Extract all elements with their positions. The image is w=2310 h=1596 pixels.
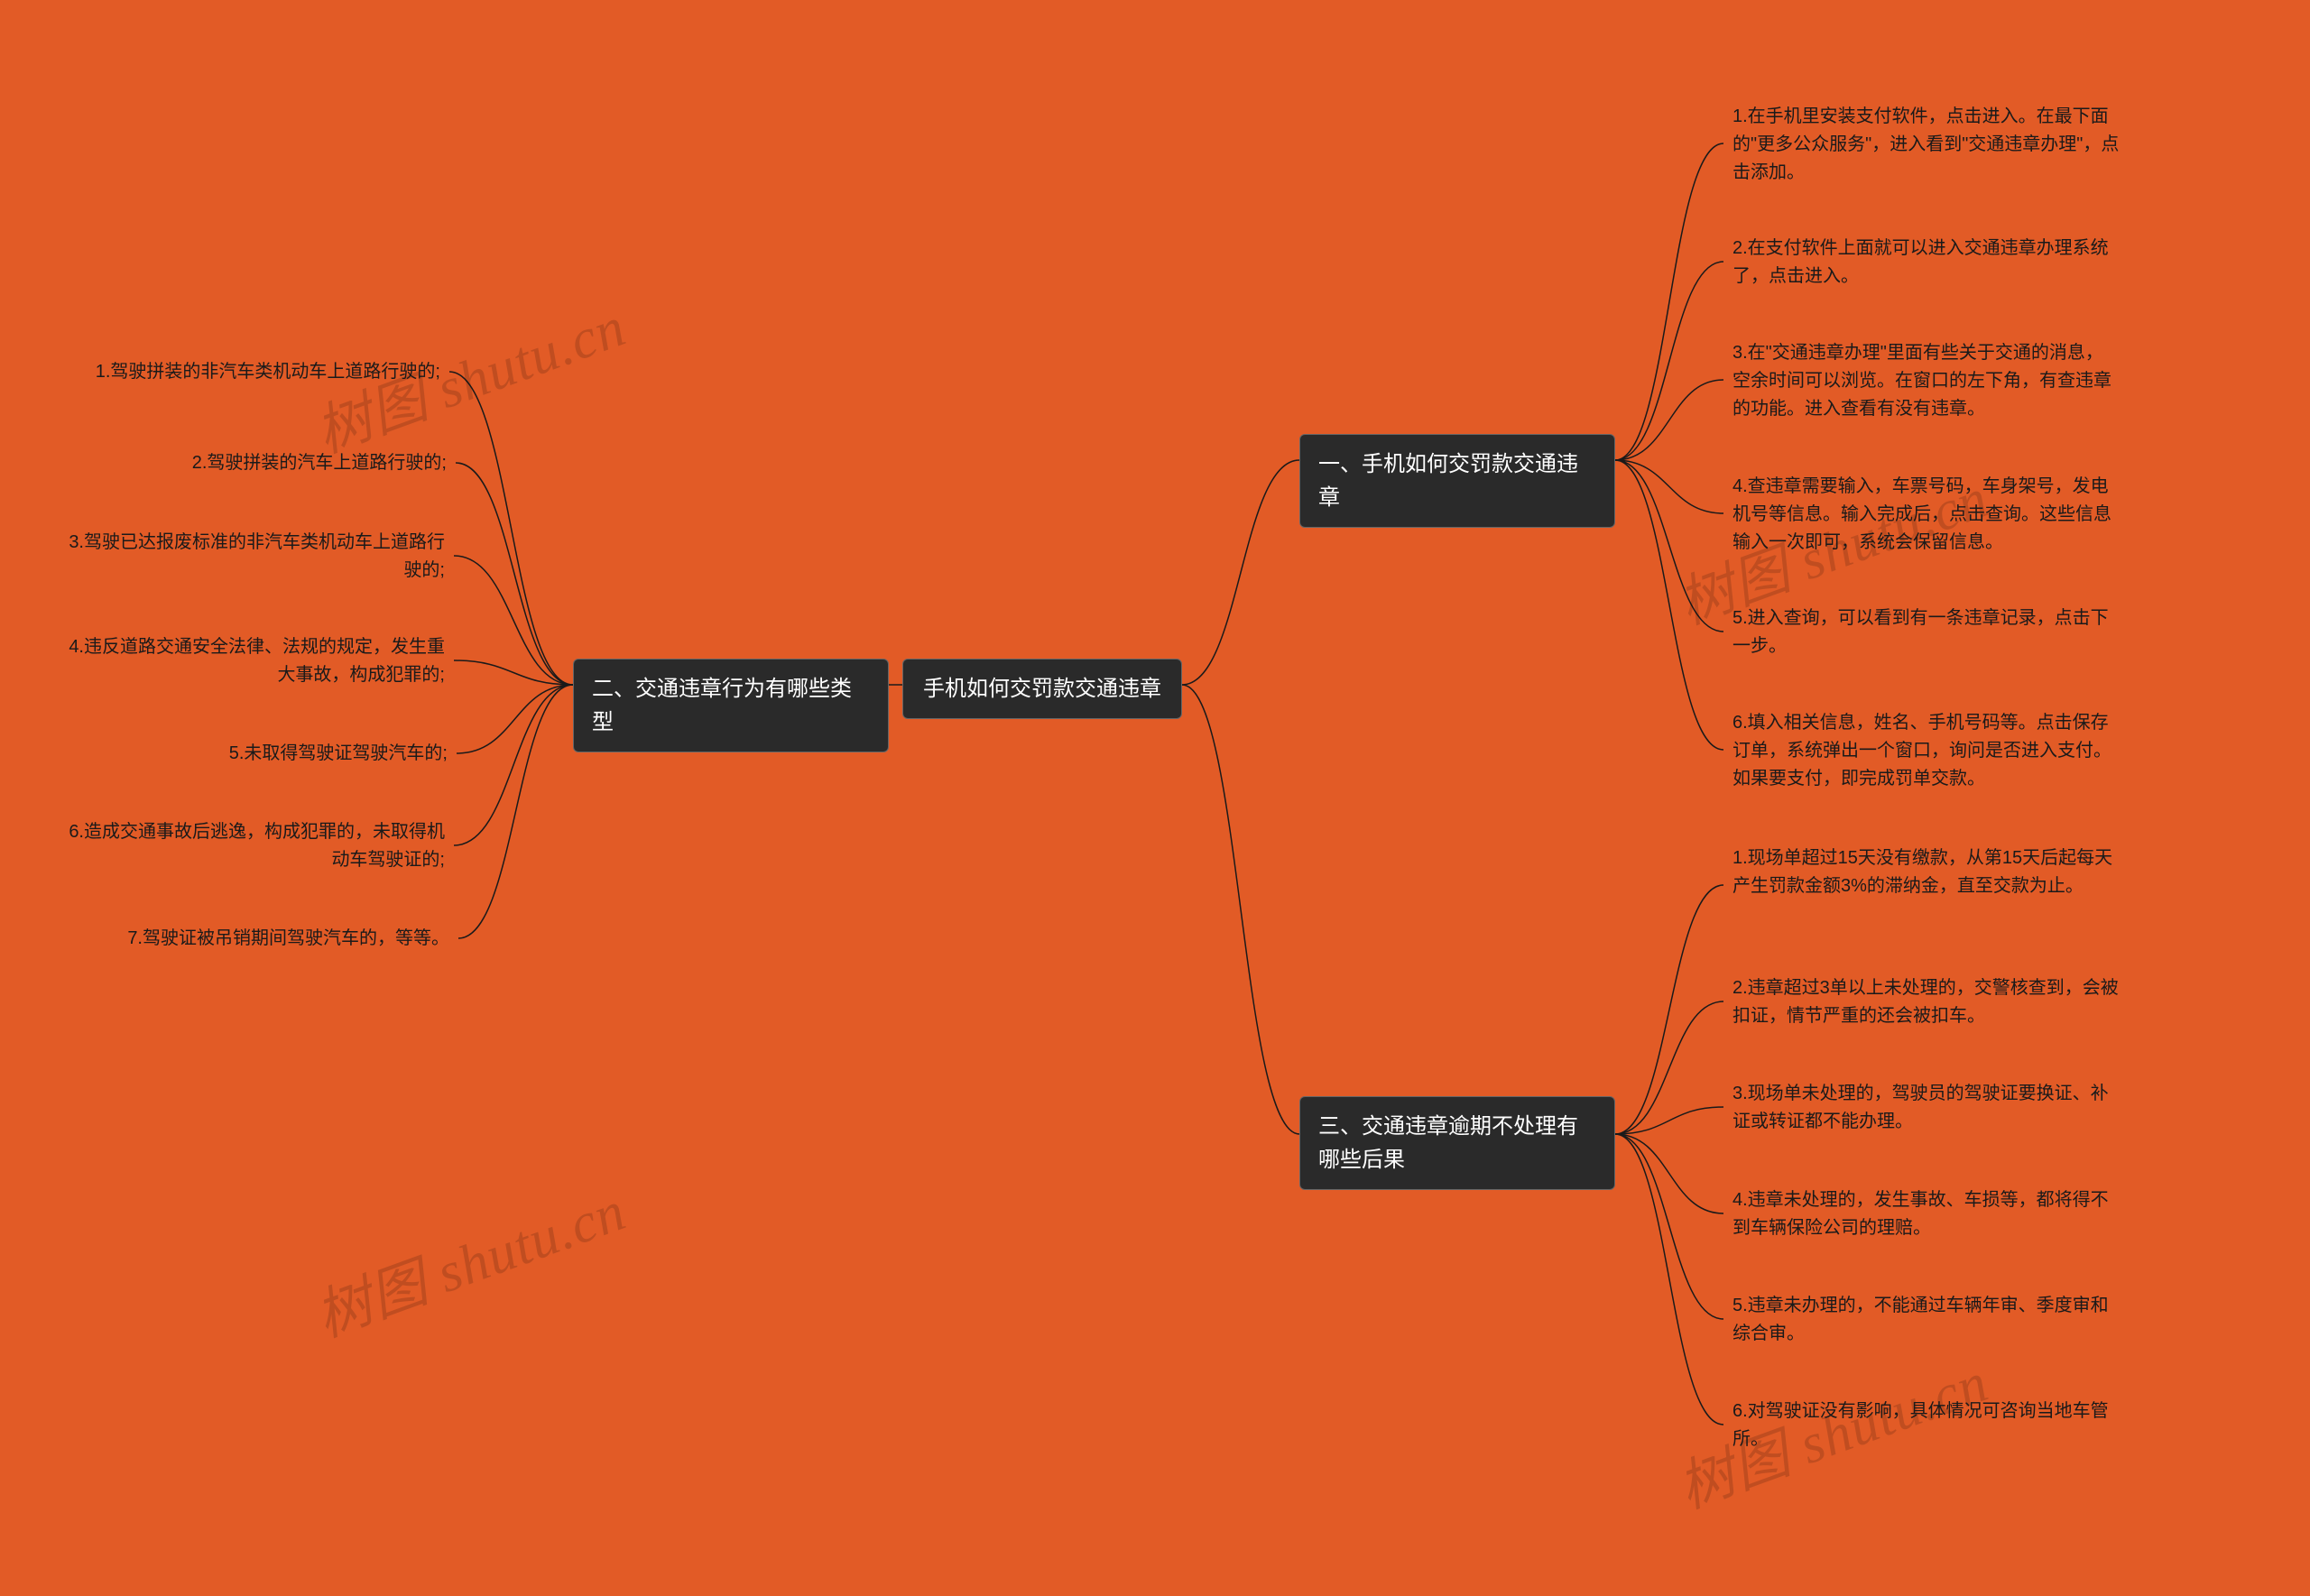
leaf-b1-5: 6.填入相关信息，姓名、手机号码等。点击保存订单，系统弹出一个窗口，询问是否进入… <box>1732 709 2121 793</box>
leaf-b2-1: 2.驾驶拼装的汽车上道路行驶的; <box>176 449 447 477</box>
mindmap-canvas: 树图 shutu.cn树图 shutu.cn树图 shutu.cn树图 shut… <box>0 0 2310 1596</box>
leaf-b1-2: 3.在"交通违章办理"里面有些关于交通的消息，空余时间可以浏览。在窗口的左下角，… <box>1732 339 2121 423</box>
leaf-b3-5: 6.对驾驶证没有影响，具体情况可咨询当地车管所。 <box>1732 1398 2121 1453</box>
leaf-b1-1: 2.在支付软件上面就可以进入交通违章办理系统了，点击进入。 <box>1732 235 2121 291</box>
watermark: 树图 shutu.cn <box>302 1165 634 1352</box>
branch-node-b2: 二、交通违章行为有哪些类型 <box>573 659 889 752</box>
leaf-b2-6: 7.驾驶证被吊销期间驾驶汽车的，等等。 <box>116 925 449 953</box>
leaf-b3-3: 4.违章未处理的，发生事故、车损等，都将得不到车辆保险公司的理赔。 <box>1732 1186 2121 1242</box>
root-node: 手机如何交罚款交通违章 <box>902 659 1182 719</box>
branch-node-b1: 一、手机如何交罚款交通违章 <box>1299 434 1615 528</box>
leaf-b2-2: 3.驾驶已达报废标准的非汽车类机动车上道路行驶的; <box>57 529 445 585</box>
branch-node-b2-label: 二、交通违章行为有哪些类型 <box>592 672 870 739</box>
branch-node-b3: 三、交通违章逾期不处理有哪些后果 <box>1299 1096 1615 1190</box>
leaf-b1-0: 1.在手机里安装支付软件，点击进入。在最下面的"更多公众服务"，进入看到"交通违… <box>1732 103 2121 187</box>
leaf-b2-5: 6.造成交通事故后逃逸，构成犯罪的，未取得机动车驾驶证的; <box>57 818 445 874</box>
leaf-b3-0: 1.现场单超过15天没有缴款，从第15天后起每天产生罚款金额3%的滞纳金，直至交… <box>1732 844 2121 900</box>
leaf-b2-3: 4.违反道路交通安全法律、法规的规定，发生重大事故，构成犯罪的; <box>57 633 445 689</box>
root-node-label: 手机如何交罚款交通违章 <box>923 672 1161 706</box>
branch-node-b3-label: 三、交通违章逾期不处理有哪些后果 <box>1318 1110 1596 1176</box>
leaf-b2-0: 1.驾驶拼装的非汽车类机动车上道路行驶的; <box>79 358 440 386</box>
leaf-b3-1: 2.违章超过3单以上未处理的，交警核查到，会被扣证，情节严重的还会被扣车。 <box>1732 974 2121 1030</box>
leaf-b1-4: 5.进入查询，可以看到有一条违章记录，点击下一步。 <box>1732 604 2121 660</box>
leaf-b3-2: 3.现场单未处理的，驾驶员的驾驶证要换证、补证或转证都不能办理。 <box>1732 1080 2121 1136</box>
branch-node-b1-label: 一、手机如何交罚款交通违章 <box>1318 447 1596 514</box>
leaf-b2-4: 5.未取得驾驶证驾驶汽车的; <box>213 740 448 768</box>
leaf-b1-3: 4.查违章需要输入，车票号码，车身架号，发电机号等信息。输入完成后，点击查询。这… <box>1732 473 2121 557</box>
leaf-b3-4: 5.违章未办理的，不能通过车辆年审、季度审和综合审。 <box>1732 1292 2121 1348</box>
